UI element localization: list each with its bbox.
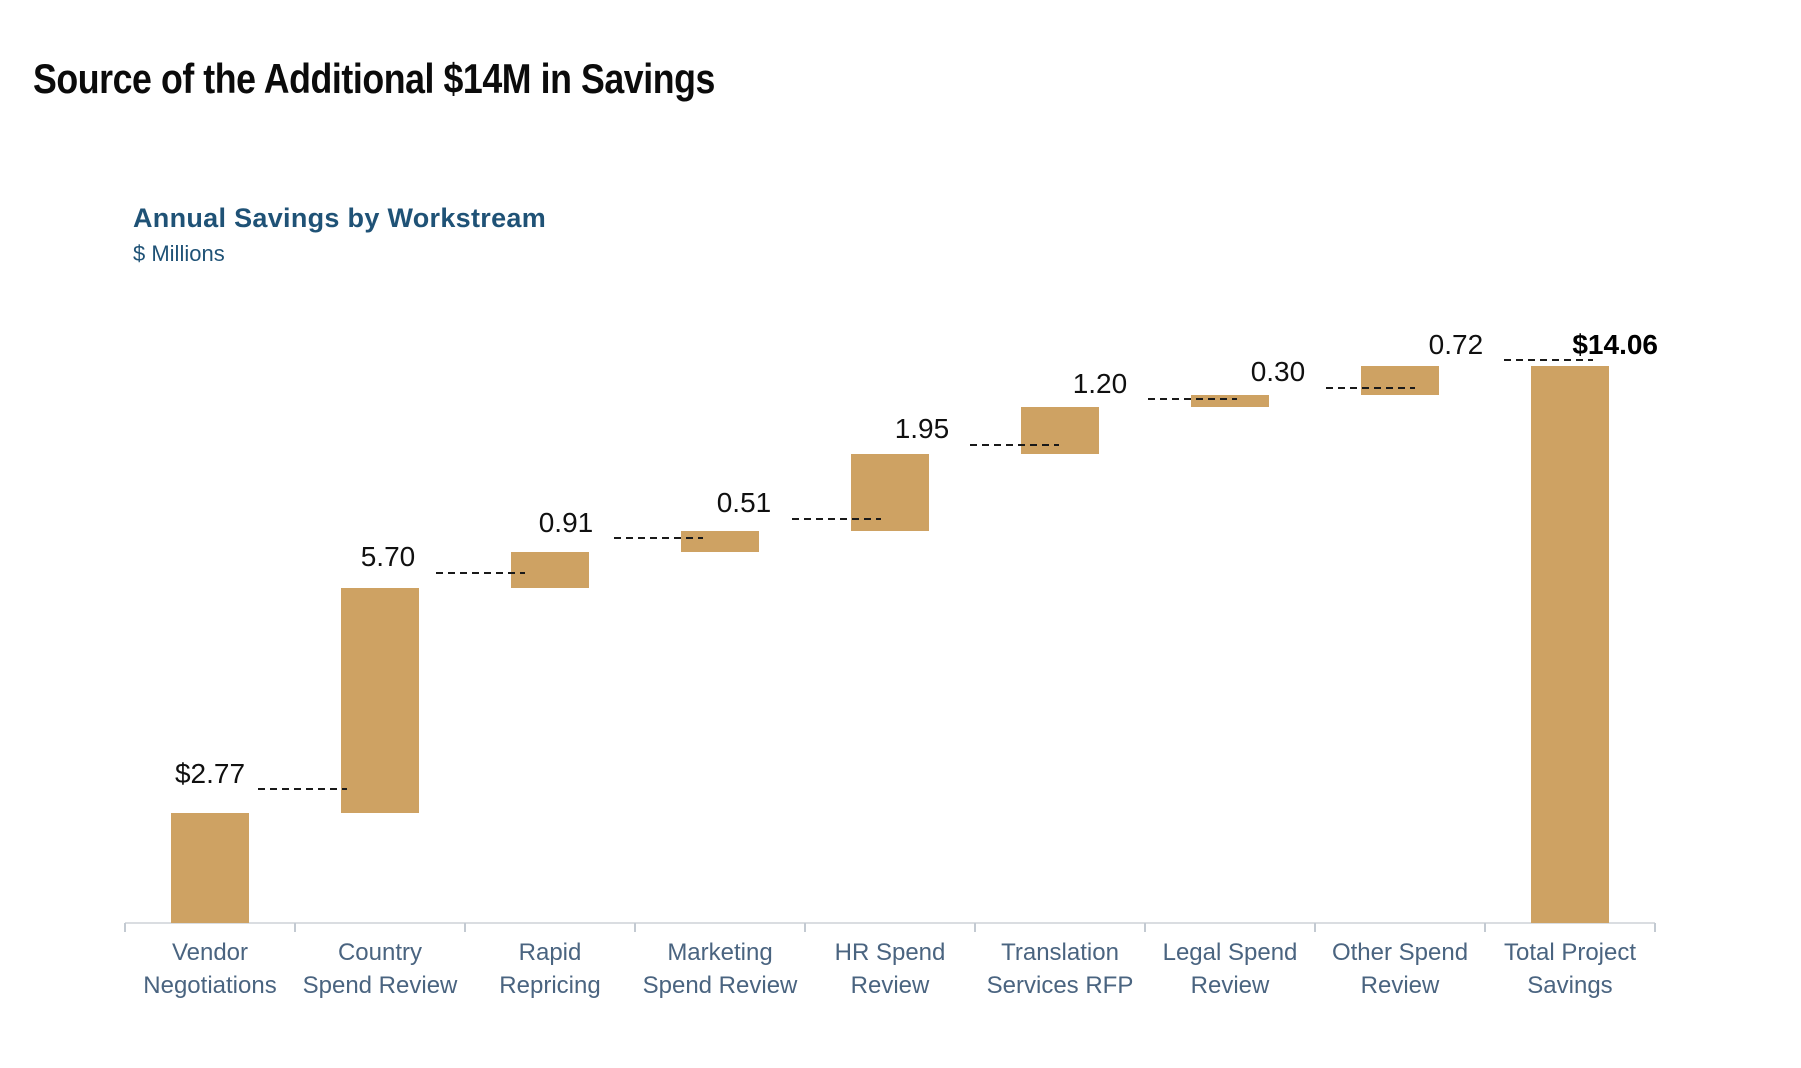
bar-marketing-spend-review bbox=[681, 531, 759, 552]
bar-total-project-savings bbox=[1531, 366, 1609, 923]
chart-title: Annual Savings by Workstream bbox=[133, 203, 547, 233]
category-label-vendor-negotiations: Vendor Negotiations bbox=[143, 939, 277, 999]
x-axis-tick bbox=[464, 923, 466, 932]
bar-translation-services-rfp bbox=[1021, 406, 1099, 455]
connector-line-7 bbox=[1325, 386, 1416, 389]
category-label-legal-spend-review: Legal Spend Review bbox=[1162, 939, 1298, 999]
bar-vendor-negotiations bbox=[171, 813, 249, 923]
bar-country-spend-review bbox=[341, 587, 419, 814]
bar-legal-spend-review bbox=[1191, 394, 1269, 407]
bar-value-label-other-spend-review: 0.72 bbox=[1428, 328, 1484, 360]
bar-value-label-vendor-negotiations: $2.77 bbox=[174, 758, 246, 790]
category-label-country-spend-review: Country Spend Review bbox=[302, 939, 458, 999]
category-label-marketing-spend-review: Marketing Spend Review bbox=[642, 939, 798, 999]
bar-value-label-legal-spend-review: 0.30 bbox=[1250, 356, 1306, 388]
x-axis-tick bbox=[1654, 923, 1656, 932]
page-title: Source of the Additional $14M in Savings bbox=[33, 55, 715, 102]
bar-value-label-marketing-spend-review: 0.51 bbox=[716, 487, 772, 519]
bar-value-label-country-spend-review: 5.70 bbox=[360, 541, 416, 573]
x-axis-tick bbox=[804, 923, 806, 932]
x-axis-tick bbox=[294, 923, 296, 932]
connector-line-2 bbox=[435, 571, 526, 574]
bar-value-label-rapid-repricing: 0.91 bbox=[538, 506, 594, 538]
x-axis-tick bbox=[634, 923, 636, 932]
connector-line-4 bbox=[791, 517, 882, 520]
category-label-hr-spend-review: HR Spend Review bbox=[834, 939, 946, 999]
connector-line-8 bbox=[1503, 359, 1594, 362]
bar-rapid-repricing bbox=[511, 551, 589, 588]
x-axis-tick bbox=[1484, 923, 1486, 932]
bar-other-spend-review bbox=[1361, 366, 1439, 395]
bar-hr-spend-review bbox=[851, 454, 929, 532]
x-axis-tick bbox=[1144, 923, 1146, 932]
chart-units-label: $ Millions bbox=[133, 241, 225, 266]
category-label-translation-services-rfp: Translation Services RFP bbox=[986, 939, 1134, 999]
connector-line-6 bbox=[1147, 397, 1238, 400]
x-axis-tick bbox=[974, 923, 976, 932]
x-axis-tick bbox=[124, 923, 126, 932]
bar-value-label-translation-services-rfp: 1.20 bbox=[1072, 367, 1128, 399]
category-label-rapid-repricing: Rapid Repricing bbox=[499, 939, 601, 999]
connector-line-1 bbox=[258, 788, 348, 791]
bar-value-label-hr-spend-review: 1.95 bbox=[894, 413, 950, 445]
x-axis-tick bbox=[1314, 923, 1316, 932]
x-axis-line bbox=[125, 922, 1655, 924]
connector-line-3 bbox=[613, 537, 704, 540]
connector-line-5 bbox=[969, 443, 1060, 446]
category-label-other-spend-review: Other Spend Review bbox=[1331, 939, 1469, 999]
category-label-total-project-savings: Total Project Savings bbox=[1503, 939, 1637, 999]
bar-value-label-total-project-savings: $14.06 bbox=[1572, 328, 1658, 360]
